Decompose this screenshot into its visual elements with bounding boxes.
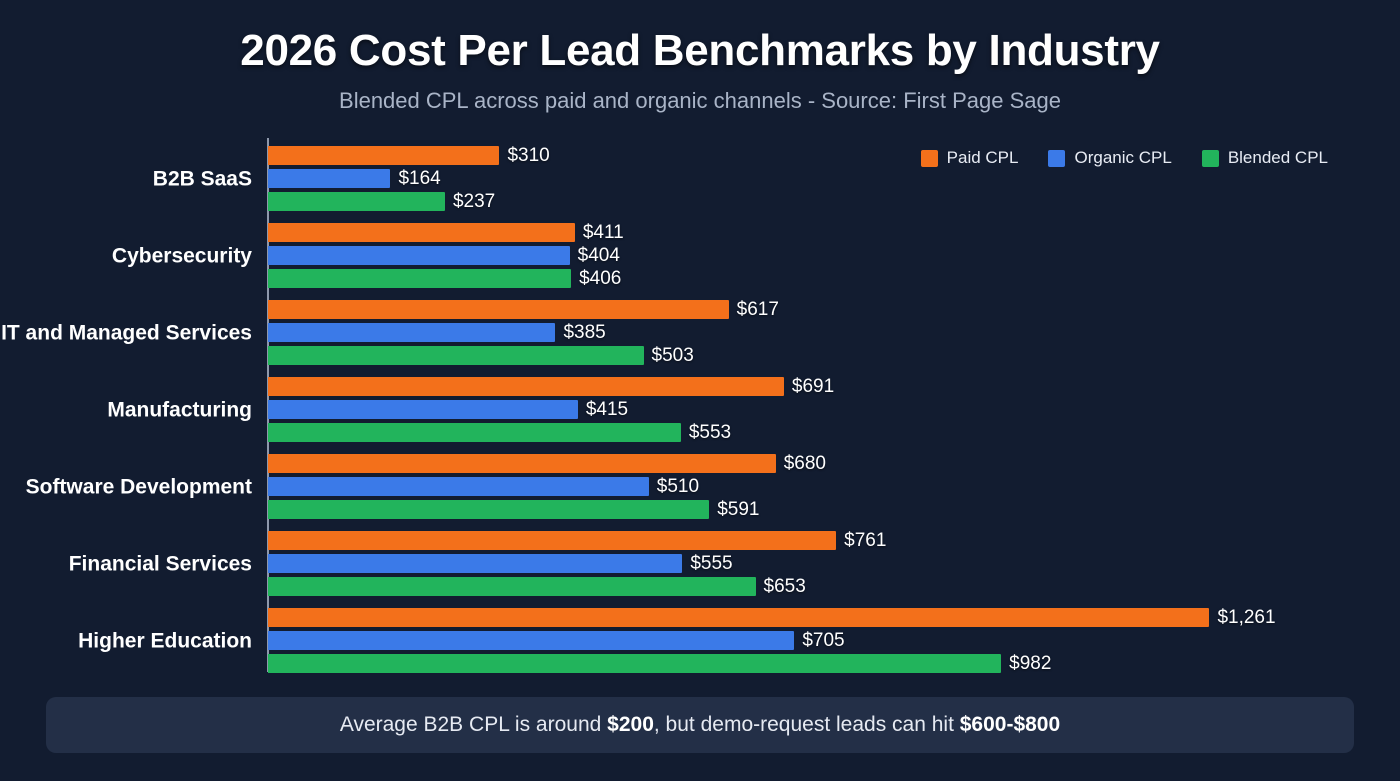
legend-label: Paid CPL (946, 148, 1019, 167)
bar-value-label: $510 (656, 475, 700, 497)
bar-value-label: $406 (579, 267, 622, 289)
bar-value-label: $705 (802, 629, 845, 651)
bar-row[interactable]: $310 (268, 144, 550, 166)
category-label: IT and Managed Services (1, 321, 252, 344)
footnote-text: Average B2B CPL is around $200, but demo… (339, 713, 1061, 736)
bar-row[interactable]: $591 (268, 498, 760, 520)
bar-row[interactable]: $555 (268, 552, 733, 574)
bar-segment[interactable] (268, 477, 649, 496)
bar-row[interactable]: $406 (268, 267, 622, 289)
bar-value-label: $653 (763, 575, 806, 597)
bar-value-label: $164 (398, 167, 441, 189)
bar-value-label: $310 (507, 144, 550, 166)
bar-row[interactable]: $164 (268, 167, 441, 189)
bar-segment[interactable] (268, 631, 795, 650)
bar-value-label: $761 (844, 529, 887, 551)
bar-row[interactable]: $411 (268, 221, 624, 243)
category-label: Financial Services (68, 552, 252, 575)
bar-value-label: $503 (651, 344, 694, 366)
bar-value-label: $411 (582, 221, 624, 243)
legend-item[interactable]: Paid CPL (920, 148, 1019, 168)
bar-segment[interactable] (268, 223, 575, 242)
plot-area: B2B SaaS Cybersecurity IT and Managed Serv… (0, 136, 1400, 674)
legend-item[interactable]: Blended CPL (1201, 148, 1328, 168)
category-label: B2B SaaS (152, 167, 252, 190)
bar-row[interactable]: $553 (268, 421, 732, 443)
bar-segment[interactable] (268, 608, 1210, 627)
bar-segment[interactable] (268, 269, 572, 288)
category-label: Higher Education (78, 629, 252, 652)
bar-segment[interactable] (268, 423, 681, 442)
bar-segment[interactable] (268, 146, 500, 165)
bar-value-label: $982 (1009, 652, 1052, 674)
bar-groups: $310 $164 $237 $411 $404 $406 $617 $385 $503 $691… (268, 136, 1400, 674)
bar-segment[interactable] (268, 246, 570, 265)
bar-row[interactable]: $237 (268, 190, 496, 212)
bar-value-label: $680 (783, 452, 826, 474)
bar-value-label: $591 (717, 498, 760, 520)
bar-segment[interactable] (268, 323, 556, 342)
bar-segment[interactable] (268, 169, 391, 188)
bar-segment[interactable] (268, 300, 729, 319)
bar-value-label: $385 (563, 321, 606, 343)
bar-value-label: $415 (585, 398, 629, 420)
legend-swatch-icon (920, 149, 938, 167)
legend-label: Organic CPL (1074, 148, 1172, 167)
bar-row[interactable]: $510 (268, 475, 700, 497)
chart-legend: Paid CPL Organic CPL Blended CPL (920, 148, 1328, 168)
bar-row[interactable]: $385 (268, 321, 606, 343)
bar-segment[interactable] (268, 454, 776, 473)
bar-row[interactable]: $680 (268, 452, 826, 474)
bar-row[interactable]: $691 (268, 375, 835, 397)
bar-segment[interactable] (268, 554, 683, 573)
bar-segment[interactable] (268, 654, 1002, 673)
bar-row[interactable]: $1,261 (268, 606, 1276, 628)
bar-segment[interactable] (268, 377, 784, 396)
bar-row[interactable]: $982 (268, 652, 1052, 674)
bar-segment[interactable] (268, 400, 578, 419)
chart-title: 2026 Cost Per Lead Benchmarks by Industr… (240, 26, 1160, 75)
bar-segment[interactable] (268, 192, 445, 211)
bar-segment[interactable] (268, 531, 837, 550)
legend-label: Blended CPL (1227, 148, 1328, 167)
bar-segment[interactable] (268, 346, 644, 365)
bar-value-label: $553 (688, 421, 732, 443)
bar-value-label: $237 (452, 190, 496, 212)
bar-segment[interactable] (268, 577, 756, 596)
category-label: Cybersecurity (111, 244, 252, 267)
bar-value-label: $1,261 (1217, 606, 1276, 628)
bar-row[interactable]: $761 (268, 529, 887, 551)
chart-subtitle: Blended CPL across paid and organic chan… (339, 88, 1061, 113)
legend-swatch-icon (1201, 149, 1219, 167)
category-label: Manufacturing (107, 398, 252, 421)
bar-row[interactable]: $653 (268, 575, 806, 597)
bar-row[interactable]: $503 (268, 344, 694, 366)
bar-row[interactable]: $705 (268, 629, 845, 651)
bar-row[interactable]: $415 (268, 398, 629, 420)
bar-row[interactable]: $617 (268, 298, 779, 320)
bar-row[interactable]: $404 (268, 244, 620, 266)
footnote-callout: Average B2B CPL is around $200, but demo… (46, 697, 1354, 753)
bar-segment[interactable] (268, 500, 710, 519)
category-axis-labels: B2B SaaS Cybersecurity IT and Managed Serv… (0, 136, 252, 672)
legend-item[interactable]: Organic CPL (1048, 148, 1172, 168)
bar-value-label: $617 (736, 298, 779, 320)
legend-swatch-icon (1048, 149, 1066, 167)
bar-value-label: $555 (690, 552, 733, 574)
bar-value-label: $404 (577, 244, 620, 266)
category-label: Software Development (25, 475, 252, 498)
bar-value-label: $691 (791, 375, 835, 397)
